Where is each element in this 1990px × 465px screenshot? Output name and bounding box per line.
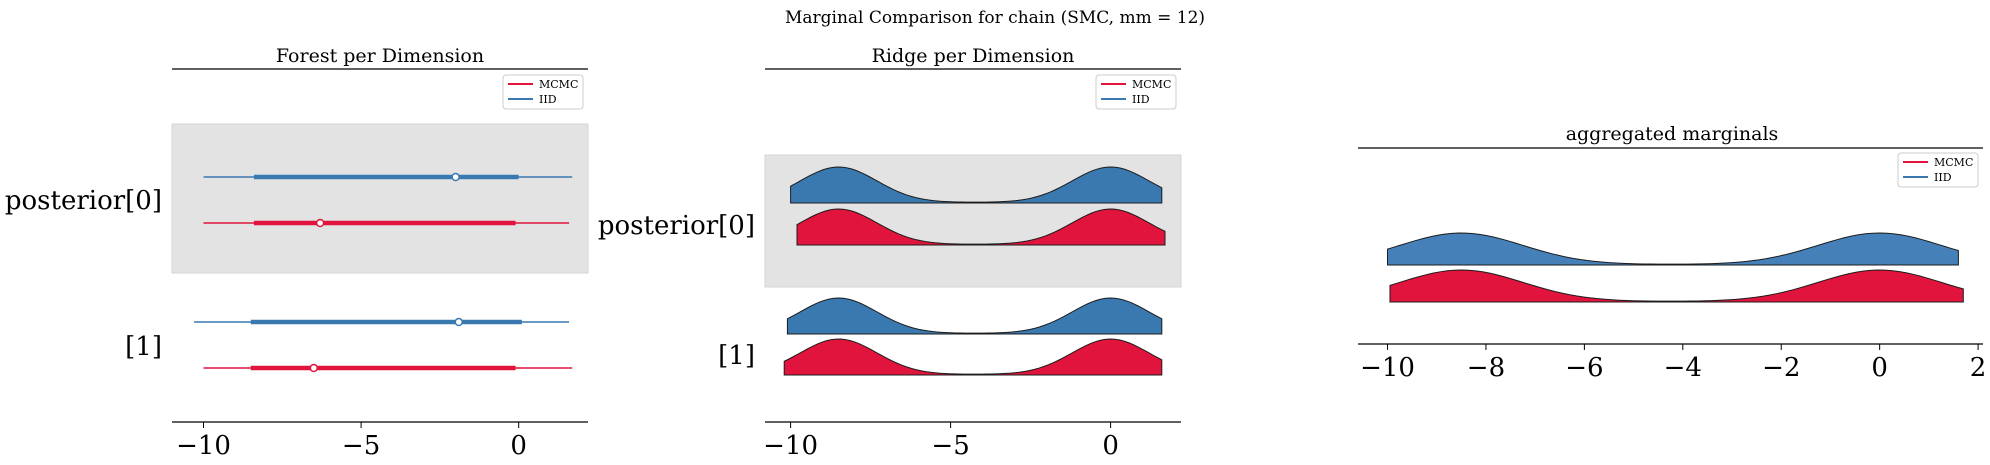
aggregated-xaxis: −10 −8 −6 −4 −2 0 2 <box>1360 344 1986 383</box>
ridge-mcmc-row0-density <box>796 208 1166 246</box>
forest-iid-row1-median-point <box>454 317 464 327</box>
aggregated-iid-density <box>1387 232 1959 266</box>
ridge-ylabel-0: posterior[0] <box>598 211 755 241</box>
forest-ylabel-1: [1] <box>125 332 162 362</box>
ridge-xaxis: −10 −5 0 <box>763 422 1119 461</box>
ridge-ylabel-1: [1] <box>718 341 755 371</box>
figure-suptitle: Marginal Comparison for chain (SMC, mm =… <box>785 8 1205 28</box>
forest-xaxis: −10 −5 0 <box>176 422 527 461</box>
ridge-title: Ridge per Dimension <box>872 45 1075 67</box>
forest-xtick-label: −5 <box>342 431 380 461</box>
ridge-xtick-label: 0 <box>1102 431 1119 461</box>
ridge-legend-mcmc-label: MCMC <box>1132 78 1171 91</box>
forest-mcmc-row1-median-point <box>309 363 319 373</box>
aggregated-xtick-label: −6 <box>1565 353 1603 383</box>
ridge-legend: MCMC IID <box>1095 74 1177 110</box>
aggregated-xtick-label: −8 <box>1467 353 1505 383</box>
aggregated-xtick-label: −10 <box>1360 353 1415 383</box>
ridge-panel: Ridge per Dimension posterior[0] [1] −10… <box>598 45 1182 461</box>
aggregated-xtick-label: −4 <box>1664 353 1702 383</box>
aggregated-xtick-label: −2 <box>1762 353 1800 383</box>
aggregated-mcmc-density <box>1389 269 1964 303</box>
ridge-xtick-label: −10 <box>763 431 818 461</box>
ridge-legend-iid-label: IID <box>1132 93 1150 106</box>
forest-legend: MCMC IID <box>502 74 584 110</box>
aggregated-legend: MCMC IID <box>1897 152 1979 188</box>
forest-xtick-label: 0 <box>510 431 527 461</box>
forest-xtick-label: −10 <box>176 431 231 461</box>
aggregated-marks <box>1387 232 1964 303</box>
ridge-iid-row1-density <box>786 297 1163 335</box>
forest-marks <box>194 172 573 373</box>
forest-ylabel-0: posterior[0] <box>5 186 162 216</box>
aggregated-xtick-label: 2 <box>1970 353 1987 383</box>
aggregated-title: aggregated marginals <box>1566 123 1779 145</box>
forest-panel: Forest per Dimension posterior[0] [1] −1… <box>5 45 589 461</box>
forest-legend-mcmc-label: MCMC <box>539 78 578 91</box>
ridge-xtick-label: −5 <box>931 431 969 461</box>
ridge-iid-row0-density <box>790 166 1163 204</box>
aggregated-legend-iid-label: IID <box>1934 171 1952 184</box>
aggregated-panel: aggregated marginals −10 −8 −6 −4 −2 0 2 MCMC … <box>1358 123 1986 383</box>
aggregated-legend-mcmc-label: MCMC <box>1934 156 1973 169</box>
forest-highlight-band <box>171 123 589 274</box>
forest-iid-row0-median-point <box>451 172 460 182</box>
ridge-mcmc-row1-density <box>783 338 1163 376</box>
forest-mcmc-row0-median-point <box>315 218 325 228</box>
ridge-marks <box>783 166 1166 376</box>
aggregated-xtick-label: 0 <box>1871 353 1888 383</box>
forest-legend-iid-label: IID <box>539 93 557 106</box>
forest-title: Forest per Dimension <box>276 45 484 67</box>
